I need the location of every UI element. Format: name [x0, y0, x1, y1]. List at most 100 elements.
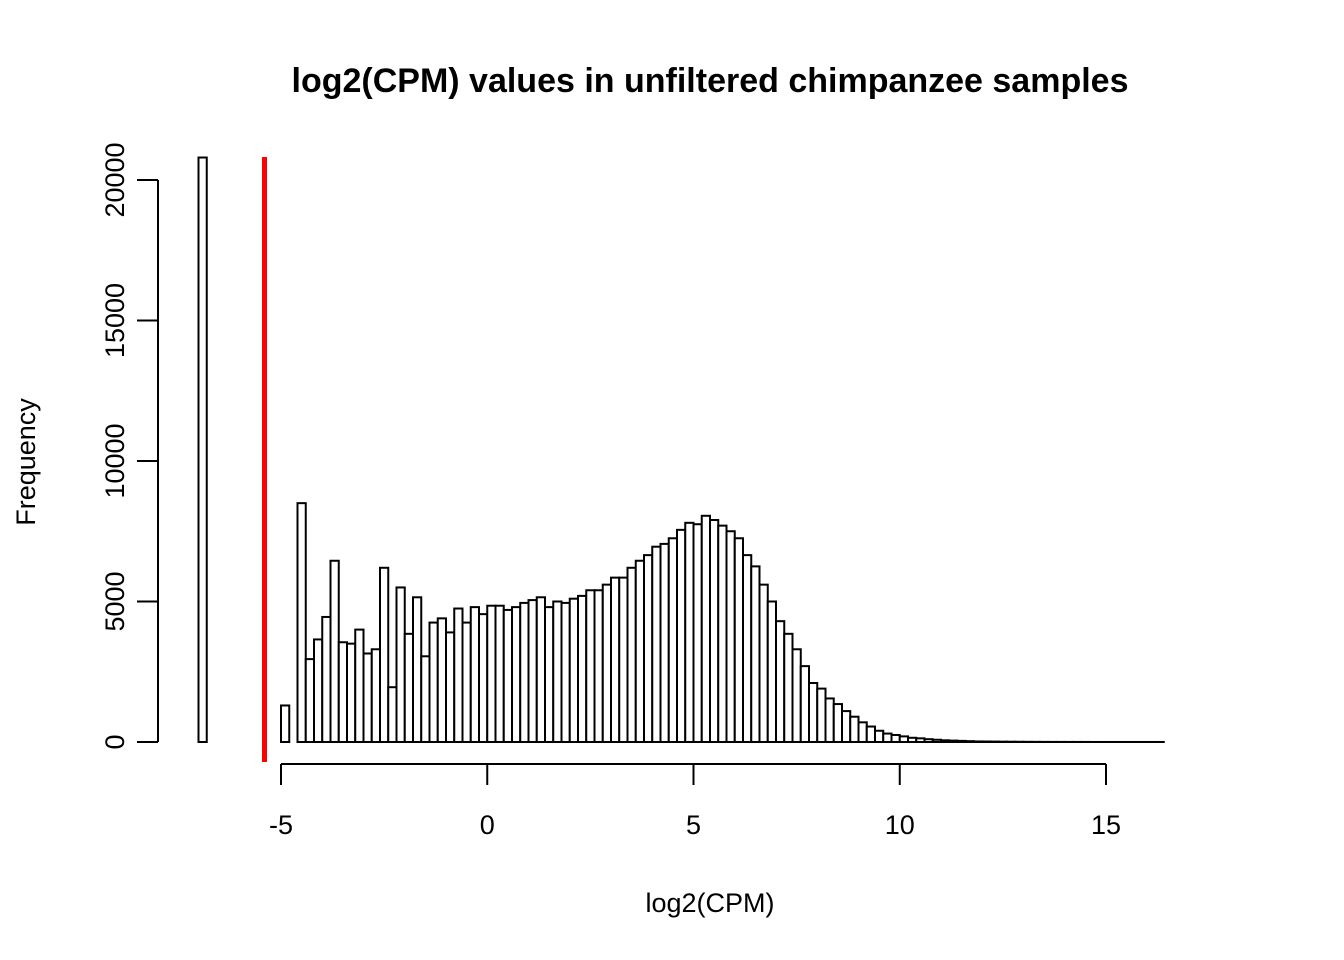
- histogram-bar: [725, 530, 736, 743]
- histogram-bar: [824, 697, 835, 744]
- histogram-bar: [428, 621, 439, 744]
- x-tick-label: 10: [885, 810, 915, 840]
- histogram-bar: [857, 721, 868, 744]
- histogram-bar: [700, 514, 711, 743]
- histogram-bar: [692, 523, 703, 743]
- histogram-bar: [626, 566, 637, 744]
- histogram-bar: [560, 601, 571, 744]
- histogram-bar: [791, 648, 802, 744]
- histogram-bar: [758, 583, 769, 744]
- histogram-bar: [799, 665, 810, 744]
- y-tick-label: 15000: [100, 283, 130, 358]
- histogram-bar: [981, 740, 992, 743]
- histogram-bar: [337, 641, 348, 743]
- histogram-bar: [956, 739, 967, 744]
- histogram-bar: [964, 740, 975, 743]
- histogram-bar: [898, 735, 909, 744]
- histogram-bar: [436, 617, 447, 743]
- histogram-bar: [750, 565, 761, 744]
- histogram-bar: [321, 615, 332, 744]
- x-tick-label: 15: [1091, 810, 1121, 840]
- histogram-bar: [890, 733, 901, 743]
- y-axis: 0 5000 10000 15000 20000: [100, 142, 159, 750]
- x-axis: -5 0 5 10 15: [269, 763, 1121, 840]
- y-tick-label: 5000: [100, 571, 130, 631]
- histogram-bar: [379, 566, 390, 744]
- histogram-bar: [907, 736, 918, 744]
- histogram-bar: [948, 739, 959, 743]
- histogram-bar: [931, 738, 942, 743]
- y-axis-label: Frequency: [11, 398, 41, 526]
- histogram-bar: [486, 604, 497, 743]
- histogram-bar: [478, 613, 489, 744]
- histogram-bar: [667, 537, 678, 744]
- histogram-bar: [535, 596, 546, 744]
- histogram-bar: [469, 606, 480, 743]
- histogram-bar: [577, 594, 588, 743]
- histogram-bar: [610, 576, 621, 743]
- histogram-bar: [412, 596, 423, 744]
- histogram-bar: [709, 519, 720, 744]
- histogram-bar: [775, 620, 786, 743]
- histogram-bar: [849, 715, 860, 744]
- histogram-bar: [865, 725, 876, 743]
- histogram-bar: [733, 537, 744, 744]
- histogram-bar: [387, 686, 398, 744]
- histogram-bar: [296, 502, 307, 743]
- histogram-bar: [841, 710, 852, 744]
- histogram-bars: [197, 156, 1165, 744]
- y-tick-label: 20000: [100, 142, 130, 217]
- y-tick-label: 10000: [100, 423, 130, 498]
- histogram-bar: [370, 648, 381, 744]
- x-tick-label: -5: [269, 810, 293, 840]
- histogram-bar: [923, 738, 934, 744]
- histogram-bar: [197, 156, 208, 743]
- histogram-bar: [453, 607, 464, 744]
- histogram-bar: [502, 608, 513, 743]
- histogram-bar: [395, 586, 406, 744]
- y-tick-label: 0: [100, 734, 130, 749]
- histogram-bar: [527, 599, 538, 743]
- histogram-bar: [544, 606, 555, 743]
- histogram-bar: [445, 631, 456, 743]
- histogram-bar: [420, 655, 431, 743]
- x-axis-label: log2(CPM): [645, 888, 774, 918]
- histogram-bar: [808, 681, 819, 743]
- histogram-bar: [313, 638, 324, 743]
- histogram-bar: [618, 576, 629, 743]
- histogram-bar: [832, 703, 843, 744]
- histogram-bar: [593, 589, 604, 744]
- histogram-bar: [519, 601, 530, 744]
- histogram-bar: [585, 589, 596, 744]
- histogram-bar: [651, 545, 662, 744]
- x-tick-label: 0: [480, 810, 495, 840]
- histogram-bar: [659, 542, 670, 744]
- histogram-bar: [676, 528, 687, 743]
- chart-title: log2(CPM) values in unfiltered chimpanze…: [292, 62, 1129, 100]
- histogram-bar: [684, 521, 695, 743]
- histogram-bar: [461, 621, 472, 744]
- histogram-bar: [940, 739, 951, 743]
- histogram-bar: [354, 628, 365, 743]
- histogram-bar: [973, 740, 984, 744]
- histogram-bar: [552, 600, 563, 743]
- histogram-bar: [915, 737, 926, 743]
- histogram-bar: [280, 704, 291, 743]
- histogram-bar: [643, 554, 654, 743]
- histogram-bar: [882, 732, 893, 744]
- histogram-bar: [362, 652, 373, 743]
- histogram-bar: [742, 554, 753, 743]
- histogram-bar: [511, 606, 522, 743]
- histogram-bar: [601, 583, 612, 744]
- histogram-bar: [766, 600, 777, 743]
- histogram-bar: [634, 559, 645, 743]
- histogram-bar: [568, 597, 579, 743]
- histogram-bar: [346, 642, 357, 744]
- histogram-bar: [494, 604, 505, 743]
- histogram-bar: [403, 632, 414, 744]
- histogram-bar: [783, 632, 794, 744]
- histogram-bar: [304, 658, 315, 743]
- histogram-bar: [329, 559, 340, 743]
- x-tick-label: 5: [686, 810, 701, 840]
